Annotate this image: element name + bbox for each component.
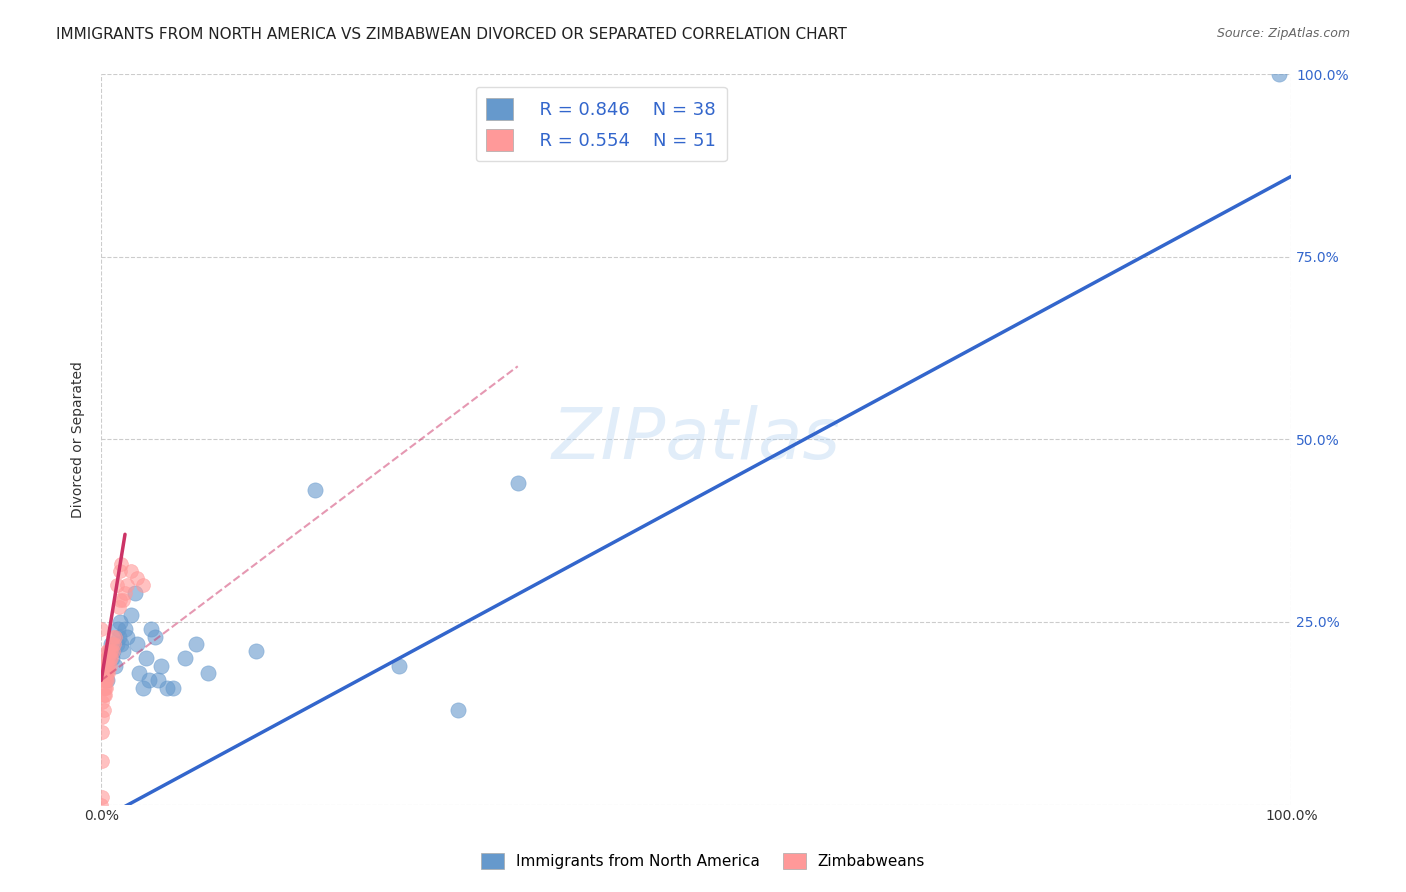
Point bbox=[105, 578, 128, 592]
Point bbox=[93, 681, 115, 695]
Point bbox=[101, 651, 124, 665]
Point bbox=[110, 637, 132, 651]
Point bbox=[97, 658, 120, 673]
Point bbox=[96, 658, 118, 673]
Point bbox=[148, 673, 170, 688]
Point bbox=[173, 651, 195, 665]
Point bbox=[135, 651, 157, 665]
Point bbox=[162, 681, 184, 695]
Point bbox=[98, 644, 121, 658]
Point bbox=[96, 644, 118, 658]
Point bbox=[100, 651, 122, 665]
Point bbox=[93, 673, 115, 688]
Point bbox=[93, 703, 115, 717]
Point bbox=[94, 681, 117, 695]
Point bbox=[96, 673, 118, 688]
Point bbox=[141, 622, 163, 636]
Point bbox=[156, 681, 179, 695]
Point bbox=[108, 630, 131, 644]
Point bbox=[128, 666, 150, 681]
Point bbox=[506, 476, 529, 491]
Point bbox=[143, 630, 166, 644]
Point bbox=[101, 644, 124, 658]
Point bbox=[91, 710, 114, 724]
Point bbox=[94, 651, 117, 665]
Point bbox=[117, 578, 139, 592]
Point bbox=[132, 578, 155, 592]
Point bbox=[114, 622, 136, 636]
Point bbox=[388, 658, 411, 673]
Point bbox=[120, 607, 142, 622]
Text: ZIPatlas: ZIPatlas bbox=[551, 405, 841, 474]
Text: IMMIGRANTS FROM NORTH AMERICA VS ZIMBABWEAN DIVORCED OR SEPARATED CORRELATION CH: IMMIGRANTS FROM NORTH AMERICA VS ZIMBABW… bbox=[56, 27, 846, 42]
Point bbox=[98, 644, 121, 658]
Point bbox=[114, 586, 136, 600]
Point bbox=[107, 622, 129, 636]
Point bbox=[98, 651, 121, 665]
Point bbox=[105, 637, 128, 651]
Point bbox=[110, 557, 132, 571]
Point bbox=[94, 666, 117, 681]
Point bbox=[197, 666, 219, 681]
Point bbox=[94, 658, 117, 673]
Point bbox=[96, 666, 118, 681]
Point bbox=[91, 724, 114, 739]
Point bbox=[138, 673, 160, 688]
Point bbox=[98, 658, 121, 673]
Point bbox=[90, 622, 112, 636]
Point bbox=[94, 658, 117, 673]
Point bbox=[101, 637, 124, 651]
Point bbox=[245, 644, 267, 658]
Point bbox=[110, 593, 132, 607]
Point bbox=[94, 666, 117, 681]
Point bbox=[97, 651, 120, 665]
Point bbox=[93, 688, 115, 702]
Point bbox=[94, 658, 117, 673]
Point bbox=[96, 651, 118, 665]
Text: Source: ZipAtlas.com: Source: ZipAtlas.com bbox=[1216, 27, 1350, 40]
Point bbox=[94, 681, 117, 695]
Point bbox=[110, 615, 132, 629]
Point bbox=[96, 673, 118, 688]
Point bbox=[97, 651, 120, 665]
Point bbox=[125, 571, 148, 585]
Point bbox=[101, 630, 124, 644]
Legend: Immigrants from North America, Zimbabweans: Immigrants from North America, Zimbabwea… bbox=[475, 847, 931, 875]
Point bbox=[101, 644, 124, 658]
Point bbox=[186, 637, 208, 651]
Point bbox=[111, 644, 134, 658]
Point bbox=[100, 644, 122, 658]
Point bbox=[94, 673, 117, 688]
Point bbox=[97, 666, 120, 681]
Point bbox=[117, 630, 139, 644]
Point bbox=[100, 637, 122, 651]
Point bbox=[111, 593, 134, 607]
Point bbox=[97, 644, 120, 658]
Point bbox=[91, 790, 114, 805]
Point bbox=[124, 586, 146, 600]
Legend:   R = 0.846    N = 38,   R = 0.554    N = 51: R = 0.846 N = 38, R = 0.554 N = 51 bbox=[475, 87, 727, 161]
Point bbox=[1268, 67, 1291, 81]
Point bbox=[110, 564, 132, 578]
Point bbox=[103, 637, 125, 651]
Point bbox=[91, 754, 114, 768]
Point bbox=[120, 564, 142, 578]
Y-axis label: Divorced or Separated: Divorced or Separated bbox=[72, 361, 86, 517]
Point bbox=[104, 630, 127, 644]
Point bbox=[94, 688, 117, 702]
Point bbox=[132, 681, 155, 695]
Point bbox=[90, 797, 112, 812]
Point bbox=[94, 673, 117, 688]
Point bbox=[125, 637, 148, 651]
Point bbox=[91, 695, 114, 709]
Point bbox=[447, 703, 470, 717]
Point bbox=[108, 600, 131, 615]
Point bbox=[304, 483, 326, 498]
Point bbox=[149, 658, 172, 673]
Point bbox=[104, 658, 127, 673]
